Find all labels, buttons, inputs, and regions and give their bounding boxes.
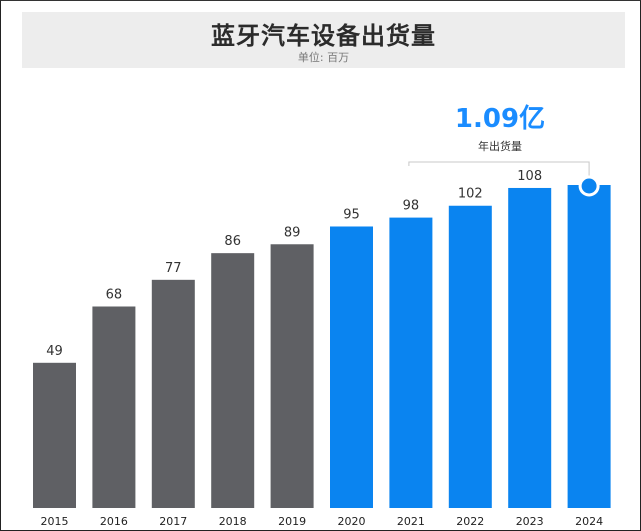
x-tick-label-2021: 2021 [397,515,425,528]
callout-bracket [408,161,590,185]
callout-label: 年出货量 [478,140,522,153]
x-tick-label-2024: 2024 [575,515,603,528]
x-tick-label-2016: 2016 [100,515,128,528]
bar-2019 [270,244,314,508]
x-tick-label-2015: 2015 [41,515,69,528]
title-band: 蓝牙汽车设备出货量 单位: 百万 [22,12,625,68]
x-tick-label-2022: 2022 [456,515,484,528]
bar-2022 [448,205,492,509]
data-label-2020: 95 [343,207,360,222]
data-label-2018: 86 [224,234,241,249]
bar-2018 [211,253,255,508]
highlight-marker [578,175,600,197]
bar-2020 [330,226,373,508]
x-tick-label-2017: 2017 [159,515,187,528]
data-label-2019: 89 [284,225,301,240]
data-label-2015: 49 [46,344,63,359]
callout-value: 1.09亿 [454,104,546,134]
data-label-2017: 77 [165,261,182,276]
x-tick-label-2023: 2023 [516,515,544,528]
bar-2021 [389,217,433,509]
data-label-2016: 68 [106,287,123,302]
chart-subtitle: 单位: 百万 [297,51,350,64]
bar-2023 [508,187,552,508]
bar-2016 [92,306,136,508]
x-tick-label-2020: 2020 [338,515,366,528]
data-label-2023: 108 [517,169,542,184]
bar-2017 [151,279,195,508]
x-tick-label-2019: 2019 [278,515,306,528]
data-label-2022: 102 [458,187,483,202]
bar-2024 [567,185,611,508]
chart-title: 蓝牙汽车设备出货量 [211,22,436,50]
bar-2015 [33,362,76,508]
data-label-2021: 98 [403,199,420,214]
x-tick-label-2018: 2018 [219,515,247,528]
